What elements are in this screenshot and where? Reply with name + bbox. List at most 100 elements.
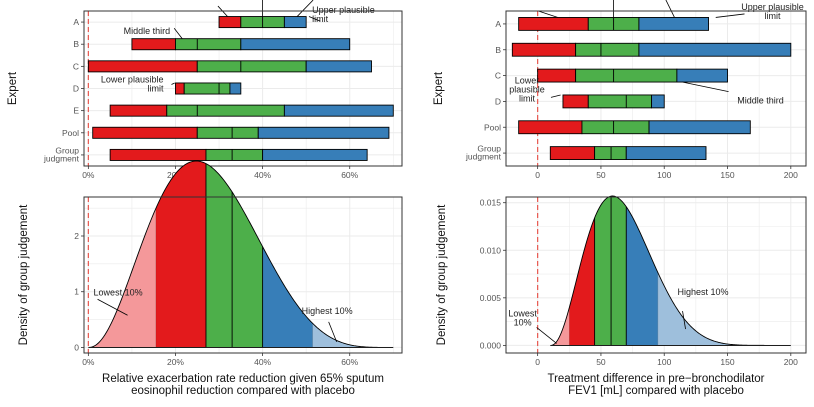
y-axis-title: Density of group judgement: [436, 204, 448, 345]
x-tick-label: 0%: [82, 357, 95, 367]
middle-third-segment: [183, 82, 231, 95]
lower-third-segment: [537, 68, 577, 83]
middle-third-segment: [581, 120, 650, 135]
lower-third-segment: [518, 120, 583, 135]
upper-third-area: [626, 206, 658, 346]
y-tick-label: D: [73, 84, 79, 94]
y-tick-label: B: [73, 39, 79, 49]
area-callout-label: Lowest 10%: [508, 308, 537, 327]
upper-third-segment: [305, 60, 372, 73]
density-outline: [550, 195, 791, 346]
y-axis-title: Expert: [433, 71, 445, 105]
bar-row: [537, 68, 728, 83]
panel-d: 0.000 0.005 0.010 0.015 Lowest 10% Highest 10%…: [436, 195, 807, 397]
panel-border: [505, 10, 807, 167]
y-tick-label: A: [495, 19, 501, 29]
middle-third-segment: [175, 38, 242, 51]
callout-label: Middle third: [737, 96, 784, 106]
area-callout-label: Lowest 10%: [94, 287, 143, 297]
x-tick-label: 50: [596, 357, 606, 367]
middle-third-area-right: [232, 191, 263, 348]
middle-third-segment: [196, 60, 307, 73]
x-tick-label: 0: [535, 357, 540, 367]
upper-third-segment: [638, 17, 709, 31]
panel-border: [83, 10, 403, 167]
middle-third-area-left: [594, 196, 612, 346]
lower-third-segment: [87, 60, 198, 73]
callout-label: Lower thirdof distribution: [530, 0, 584, 2]
upper-third-segment: [676, 68, 728, 83]
callout-pointer: [715, 13, 745, 18]
y-tick-label: Group judgment: [465, 144, 502, 162]
x-tick-label: 0: [535, 170, 540, 180]
middle-third-area-left: [205, 163, 233, 348]
callout-label: Lower plausible limit: [509, 75, 545, 103]
lower-third-area: [569, 217, 595, 346]
callout-pointer: [537, 10, 559, 18]
callout-label: Upper plausible limit: [741, 2, 804, 21]
x-tick-label: 60%: [341, 170, 358, 180]
lower-third-segment: [109, 148, 207, 161]
upper-third-segment: [257, 126, 390, 139]
x-axis-title: Relative exacerbation rate reduction giv…: [102, 373, 384, 397]
callout-pointer: [665, 0, 675, 18]
x-tick-label: 150: [720, 170, 734, 180]
lower-third-segment: [562, 94, 589, 109]
x-tick-label: 150: [720, 357, 734, 367]
lower-third-area: [155, 161, 206, 348]
y-tick-label: Pool: [62, 128, 79, 138]
lower-third-segment: [92, 126, 198, 139]
panel-border: [83, 196, 403, 354]
x-tick-label: 50: [596, 170, 606, 180]
x-tick-label: 200: [784, 170, 798, 180]
middle-third-segment: [166, 104, 285, 117]
density-outline: [88, 160, 394, 348]
bar-row: [109, 148, 368, 161]
highest-10pct-area: [312, 323, 394, 348]
lower-third-segment: [518, 17, 589, 31]
x-axis-title: Treatment difference in pre−bronchodilat…: [547, 373, 764, 397]
bar-row: [131, 38, 351, 51]
y-tick-label: 2: [74, 231, 79, 241]
bar-row: [518, 120, 751, 135]
area-callout-pointer: [328, 321, 338, 343]
upper-third-segment: [638, 42, 792, 57]
callout-pointer: [550, 94, 561, 98]
callout-label: Middle third: [124, 26, 171, 36]
bar-row: [109, 104, 394, 117]
bar-row: [511, 42, 792, 57]
y-tick-label: Group judgment: [43, 145, 80, 163]
lowest-10pct-area: [550, 307, 570, 346]
middle-third-segment: [575, 68, 678, 83]
upper-third-segment: [229, 82, 242, 95]
area-callout-label: Highest 10%: [678, 287, 729, 297]
bar-row: [87, 60, 372, 73]
lower-third-segment: [131, 38, 176, 51]
y-axis-title: Expert: [7, 71, 19, 105]
area-callout-pointer: [682, 311, 686, 330]
bar-row: [562, 94, 665, 109]
x-tick-label: 40%: [254, 357, 271, 367]
lower-third-segment: [549, 146, 596, 160]
middle-third-segment: [594, 146, 627, 160]
upper-third-segment: [648, 120, 751, 135]
y-tick-label: C: [495, 71, 501, 81]
upper-third-segment: [283, 16, 307, 29]
x-tick-label: 0%: [82, 170, 95, 180]
y-tick-label: 0.005: [480, 293, 502, 303]
y-tick-label: C: [73, 61, 79, 71]
x-tick-label: 200: [784, 357, 798, 367]
callout-pointer: [308, 16, 321, 22]
middle-third-area-right: [611, 196, 627, 346]
x-tick-label: 100: [657, 170, 671, 180]
y-tick-label: 0.015: [480, 198, 502, 208]
panel-a: ABCDEPoolGroupjudgmentLower thirdof dist…: [7, 0, 403, 180]
y-tick-label: 0.010: [480, 245, 502, 255]
bar-row: [549, 146, 707, 160]
y-tick-label: 0: [74, 342, 79, 352]
area-callout-pointer: [536, 327, 557, 344]
y-tick-label: D: [495, 96, 501, 106]
upper-third-segment: [651, 94, 665, 109]
lower-third-segment: [109, 104, 168, 117]
